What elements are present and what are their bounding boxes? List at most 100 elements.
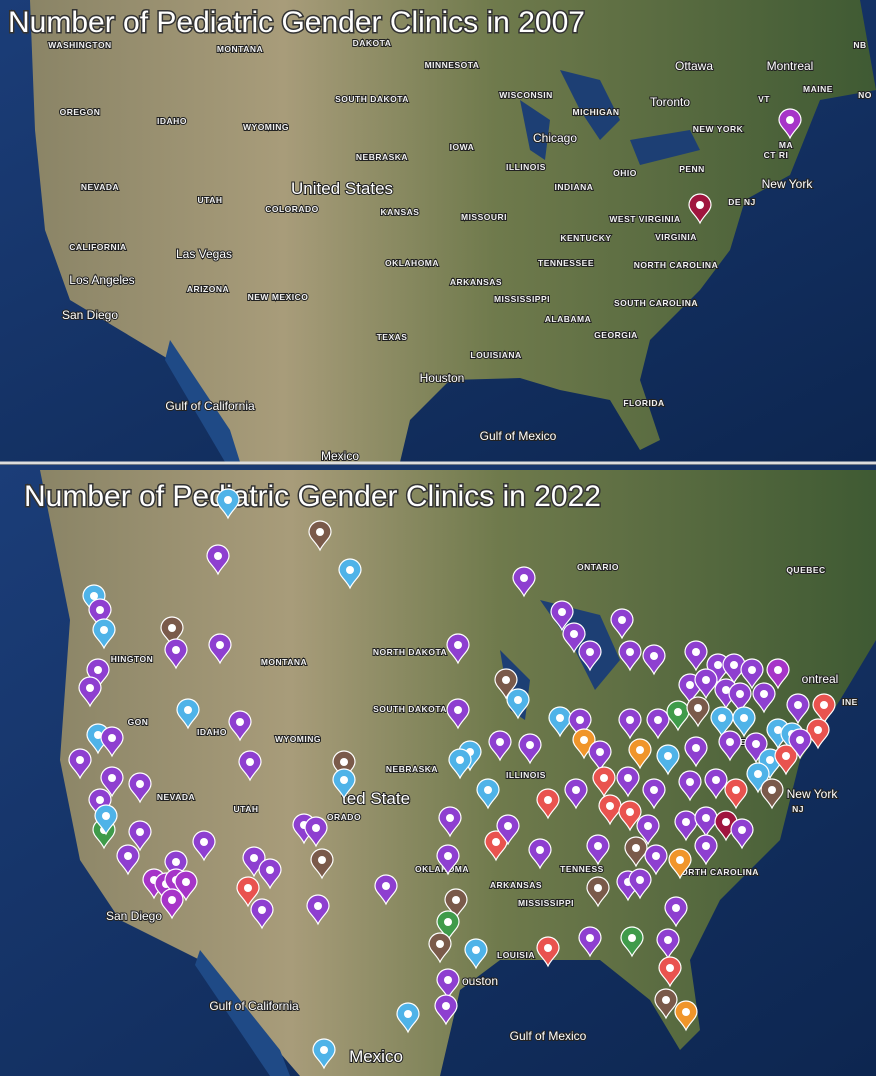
pin-dot: [600, 774, 608, 782]
place-label: Las Vegas: [176, 247, 232, 261]
clinic-pin: [446, 698, 470, 730]
clinic-pin: [674, 1000, 698, 1032]
clinic-pin: [332, 750, 356, 782]
clinic-pin: [100, 726, 124, 758]
pin-dot: [136, 780, 144, 788]
clinic-pin: [528, 838, 552, 870]
place-label: MISSISSIPPI: [494, 294, 550, 304]
clinic-pin: [644, 844, 668, 876]
clinic-pin: [704, 768, 728, 800]
clinic-pin: [592, 766, 616, 798]
clinic-pin: [192, 830, 216, 862]
pin-dot: [314, 902, 322, 910]
place-label: MICHIGAN: [573, 107, 620, 117]
pin-dot: [454, 641, 462, 649]
pin-dot: [250, 854, 258, 862]
place-label: SOUTH DAKOTA: [335, 94, 409, 104]
pin-dot: [544, 796, 552, 804]
pin-dot: [618, 616, 626, 624]
place-label: KANSAS: [381, 207, 420, 217]
place-label: UTAH: [234, 804, 259, 814]
pin-dot: [94, 731, 102, 739]
place-label: ARIZONA: [187, 284, 229, 294]
place-label: NEW MEXICO: [248, 292, 309, 302]
pin-dot: [722, 686, 730, 694]
pin-dot: [442, 1002, 450, 1010]
panel-2007: Number of Pediatric Gender Clinics in 20…: [0, 0, 876, 462]
title: Number of Pediatric Gender Clinics in 20…: [8, 6, 585, 39]
pin-dot: [786, 116, 794, 124]
clinic-pin: [694, 834, 718, 866]
pin-dot: [626, 716, 634, 724]
pin-dot: [586, 648, 594, 656]
clinic-pin: [812, 693, 836, 725]
pin-dot: [686, 778, 694, 786]
pin-dot: [576, 716, 584, 724]
pin-dot: [596, 748, 604, 756]
place-label: MONTANA: [261, 657, 307, 667]
pin-dot: [662, 996, 670, 1004]
pin-dot: [90, 592, 98, 600]
pin-dot: [696, 201, 704, 209]
pin-dot: [766, 756, 774, 764]
pin-dot: [732, 786, 740, 794]
pin-dot: [502, 676, 510, 684]
pin-dot: [774, 726, 782, 734]
clinic-pin: [100, 766, 124, 798]
pin-dot: [382, 882, 390, 890]
clinic-pin: [788, 728, 812, 760]
place-label: IOWA: [450, 142, 475, 152]
pin-dot: [444, 852, 452, 860]
place-label: ILLINOIS: [506, 162, 546, 172]
clinic-pin: [308, 520, 332, 552]
clinic-pin: [116, 844, 140, 876]
place-label: GEORGIA: [594, 330, 638, 340]
pin-dot: [136, 828, 144, 836]
pin-dot: [346, 566, 354, 574]
clinic-pin: [250, 898, 274, 930]
place-label: ontreal: [802, 672, 839, 686]
place-label: ARKANSAS: [450, 277, 502, 287]
clinic-pin: [578, 926, 602, 958]
pin-dot: [244, 884, 252, 892]
pin-dot: [452, 896, 460, 904]
place-label: Gulf of California: [165, 399, 255, 413]
clinic-pin: [598, 794, 622, 826]
place-label: MISSOURI: [461, 212, 507, 222]
pin-dot: [572, 786, 580, 794]
clinic-pin: [628, 868, 652, 900]
pin-dot: [436, 940, 444, 948]
place-label: ouston: [462, 974, 498, 988]
place-label: WYOMING: [243, 122, 289, 132]
pin-dot: [644, 822, 652, 830]
place-label: ORTH CAROLINA: [681, 867, 759, 877]
clinic-pin: [686, 696, 710, 728]
clinic-pin: [236, 876, 260, 908]
pin-dot: [124, 852, 132, 860]
clinic-pin: [128, 772, 152, 804]
clinic-pin: [306, 894, 330, 926]
place-label: Gulf of Mexico: [510, 1029, 587, 1043]
pin-dot: [236, 718, 244, 726]
clinic-pin: [88, 598, 112, 630]
place-label: Los Angeles: [69, 273, 134, 287]
clinic-pin: [536, 788, 560, 820]
clinic-pin: [674, 810, 698, 842]
place-label: New York: [762, 177, 814, 191]
place-label: NEBRASKA: [356, 152, 408, 162]
pin-dot: [664, 752, 672, 760]
place-label: CT RI: [764, 150, 789, 160]
clinic-pin: [806, 718, 830, 750]
pin-dot: [172, 858, 180, 866]
pin-dot: [702, 676, 710, 684]
place-label: NEW YORK: [693, 124, 744, 134]
pin-dot: [674, 708, 682, 716]
clinic-pin: [550, 600, 574, 632]
clinic-pin: [732, 706, 756, 738]
pin-dot: [692, 744, 700, 752]
place-label: Mexico: [321, 449, 359, 463]
place-label: NB: [853, 40, 866, 50]
lakes: [500, 600, 620, 720]
clinic-pin: [618, 640, 642, 672]
clinic-pin: [760, 778, 784, 810]
